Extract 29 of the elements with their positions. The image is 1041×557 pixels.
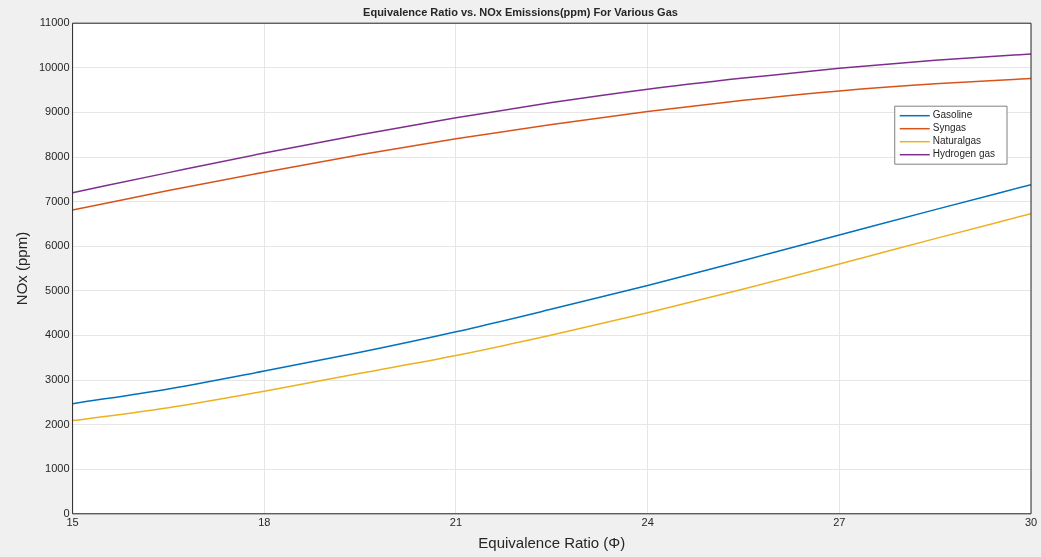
y-tick-label: 11000	[39, 16, 70, 29]
x-axis-title: Equivalence Ratio (Φ)	[478, 534, 626, 552]
line-series	[72, 212, 1031, 422]
x-tick-label: 30	[1024, 516, 1038, 529]
legend-label: Gasoline	[932, 109, 973, 121]
y-axis-title: NOx (ppm)	[13, 231, 31, 306]
legend-label: Naturalgas	[932, 135, 982, 147]
y-tick-label: 6000	[45, 239, 70, 252]
x-tick-label: 21	[449, 516, 463, 529]
y-tick-label: 2000	[45, 417, 70, 430]
y-tick-label: 7000	[45, 194, 70, 207]
legend-label: Hydrogen gas	[932, 148, 995, 160]
x-tick-label: 18	[258, 516, 271, 529]
line-series	[72, 53, 1031, 194]
x-tick-label: 15	[66, 516, 79, 529]
y-tick-label: 10000	[38, 60, 70, 73]
y-tick-label: 1000	[45, 462, 70, 475]
x-tick-label: 24	[641, 516, 654, 529]
chart-title: Equivalence Ratio vs. NOx Emissions(ppm) For Various Gas	[363, 5, 678, 18]
legend-label: Syngas	[932, 122, 967, 134]
y-tick-label: 9000	[45, 105, 70, 118]
line-series	[72, 77, 1031, 211]
y-tick-label: 8000	[45, 150, 70, 163]
y-tick-label: 4000	[45, 328, 70, 341]
y-tick-label: 0	[63, 506, 70, 519]
line-series	[72, 183, 1031, 405]
y-tick-label: 5000	[45, 283, 70, 296]
x-tick-label: 27	[833, 516, 846, 529]
y-tick-label: 3000	[45, 373, 70, 386]
